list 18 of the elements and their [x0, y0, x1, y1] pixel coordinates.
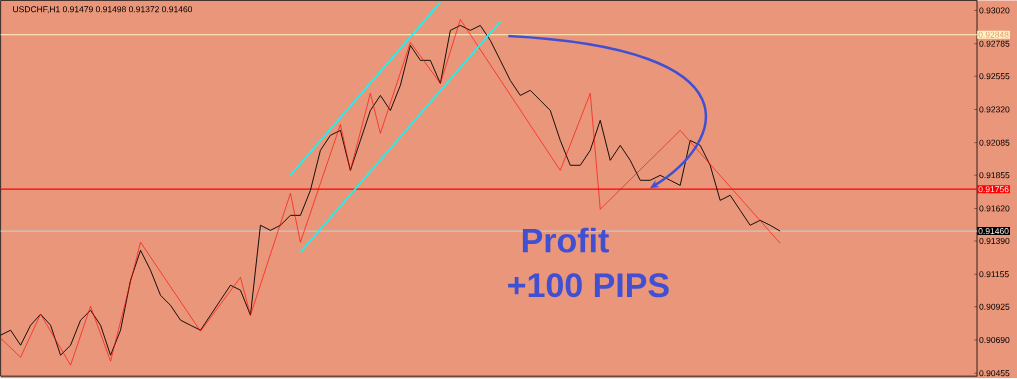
- y-tick-label: 0.90455: [979, 370, 1010, 377]
- annotation: +100 PIPS: [508, 273, 669, 298]
- y-tick-label: 0.92785: [979, 40, 1010, 47]
- ref-line-label: 0.91756: [978, 186, 1009, 193]
- y-tick-label: 0.92555: [979, 73, 1010, 80]
- y-tick-label: 0.91620: [979, 205, 1010, 212]
- ref-line-label: 0.92848: [978, 31, 1009, 38]
- y-tick-label: 0.91155: [979, 271, 1009, 278]
- y-tick-label: 0.90690: [979, 336, 1010, 343]
- ref-line-label: 0.91460: [978, 228, 1009, 235]
- y-tick-label: 0.93020: [979, 7, 1010, 14]
- y-tick-label: 0.92320: [979, 106, 1010, 113]
- y-tick-label: 0.92085: [979, 139, 1010, 146]
- y-tick-label: 0.91390: [979, 237, 1010, 244]
- y-tick-label: 0.91855: [979, 172, 1010, 179]
- text: USDCHF,H1 0.91479 0.91498 0.91372 0.91460: [13, 6, 193, 14]
- annotation: Profit: [522, 227, 609, 253]
- y-tick-label: 0.90925: [979, 303, 1010, 310]
